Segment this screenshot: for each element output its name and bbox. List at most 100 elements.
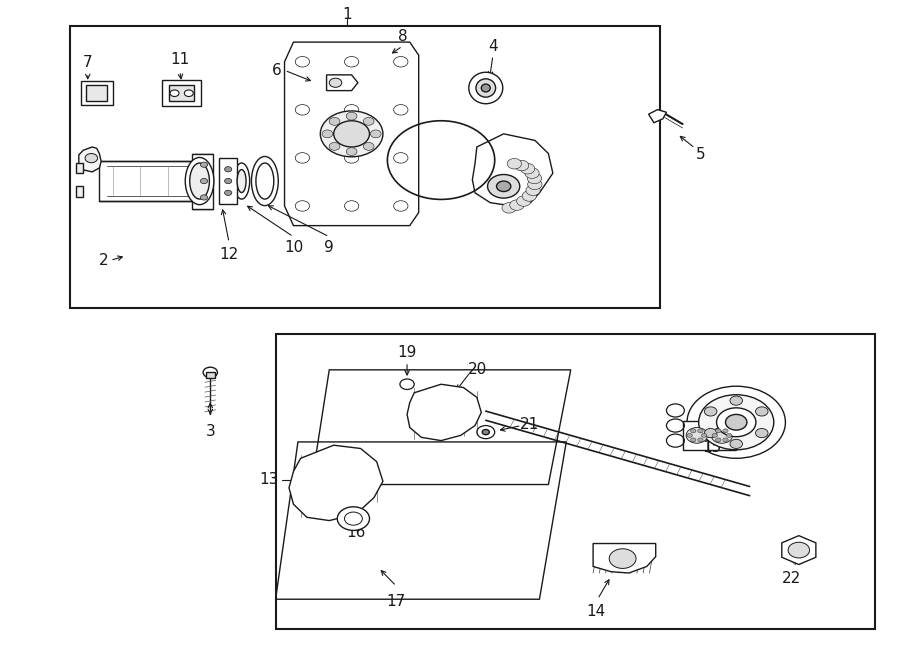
Circle shape [701,434,706,438]
Text: 4: 4 [488,39,498,54]
Ellipse shape [233,163,249,199]
Ellipse shape [251,157,278,206]
Text: 7: 7 [83,56,93,70]
Text: 20: 20 [468,362,487,377]
Circle shape [225,167,232,172]
Circle shape [225,190,232,196]
Circle shape [346,112,357,120]
Circle shape [525,168,539,178]
Circle shape [711,428,733,444]
Polygon shape [220,158,237,204]
Circle shape [730,396,742,405]
Circle shape [320,111,382,157]
Circle shape [725,414,747,430]
Circle shape [364,118,374,126]
Circle shape [698,395,774,449]
Text: 22: 22 [782,571,801,586]
Circle shape [716,438,721,442]
Circle shape [723,429,728,433]
Ellipse shape [190,163,210,199]
Text: 1: 1 [342,7,352,22]
Text: 10: 10 [284,240,303,255]
Circle shape [184,90,194,97]
Polygon shape [682,421,711,449]
Circle shape [698,429,703,433]
Circle shape [716,408,756,437]
Polygon shape [206,372,215,377]
Polygon shape [99,161,209,201]
Circle shape [522,191,536,201]
Circle shape [687,386,786,458]
Circle shape [755,407,768,416]
Text: 6: 6 [272,63,282,78]
Circle shape [712,434,717,438]
Circle shape [716,429,721,433]
Polygon shape [289,446,382,521]
Polygon shape [169,85,194,101]
Circle shape [497,181,511,192]
Text: 11: 11 [170,52,190,67]
Polygon shape [79,147,101,172]
Polygon shape [284,42,418,225]
Ellipse shape [476,79,496,97]
Circle shape [520,163,535,174]
Ellipse shape [185,157,214,205]
Text: 21: 21 [520,416,539,432]
Circle shape [690,438,696,442]
Text: 5: 5 [696,147,706,163]
Circle shape [482,430,490,435]
Circle shape [502,203,517,213]
Circle shape [730,440,742,448]
Text: 2: 2 [99,253,108,268]
Polygon shape [593,543,656,573]
Text: 19: 19 [398,345,417,360]
Circle shape [329,78,342,87]
Circle shape [609,549,636,568]
Circle shape [723,438,728,442]
Circle shape [527,173,542,184]
Circle shape [515,160,529,171]
Circle shape [201,178,208,184]
Ellipse shape [469,72,503,104]
Circle shape [225,178,232,184]
Circle shape [334,121,370,147]
Circle shape [203,368,218,377]
Polygon shape [86,85,107,101]
Circle shape [329,143,340,150]
Polygon shape [472,134,553,206]
Circle shape [527,179,542,190]
Circle shape [687,434,692,438]
Circle shape [488,175,520,198]
Circle shape [170,90,179,97]
Ellipse shape [237,170,246,192]
Text: 8: 8 [398,29,408,44]
Circle shape [517,196,531,206]
Polygon shape [76,163,84,173]
Circle shape [755,428,768,438]
Circle shape [788,542,810,558]
Text: 16: 16 [346,525,365,540]
Text: 18: 18 [338,454,357,469]
Circle shape [201,195,208,200]
Polygon shape [649,110,667,123]
Polygon shape [407,384,482,441]
Text: 9: 9 [324,240,334,255]
Text: 3: 3 [205,424,215,438]
Polygon shape [707,421,736,449]
Circle shape [698,438,703,442]
Circle shape [86,153,97,163]
Circle shape [329,118,340,126]
Circle shape [364,143,374,150]
Polygon shape [193,153,213,209]
Circle shape [346,147,357,155]
Circle shape [371,130,381,137]
Polygon shape [76,186,84,197]
Text: 12: 12 [220,247,238,262]
Polygon shape [81,81,112,105]
Circle shape [338,507,370,530]
Circle shape [686,428,707,444]
Circle shape [726,434,732,438]
Circle shape [705,407,717,416]
Circle shape [509,200,524,210]
Circle shape [690,429,696,433]
